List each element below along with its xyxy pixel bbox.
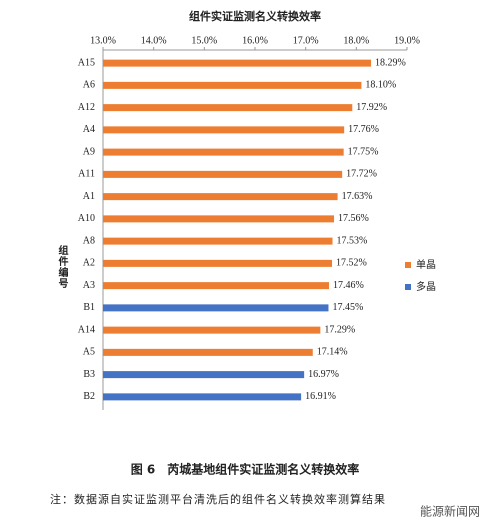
bar <box>103 104 353 112</box>
x-tick-label: 15.0% <box>191 35 217 46</box>
legend-swatch <box>405 262 411 268</box>
y-tick-label: A4 <box>83 124 95 135</box>
bar <box>103 59 372 67</box>
y-tick-label: A12 <box>78 102 95 113</box>
caption: 图 6 芮城基地组件实证监测名义转换效率 <box>131 462 360 477</box>
value-label: 18.29% <box>375 57 406 68</box>
bar <box>103 148 344 156</box>
y-tick-label: A2 <box>83 258 95 269</box>
watermark: 能源新闻网 <box>420 504 480 519</box>
bar <box>103 371 305 379</box>
chart-title: 组件实证监测名义转换效率 <box>189 9 321 23</box>
y-axis-label: 组件编号 <box>56 244 68 289</box>
y-tick-label: A9 <box>83 146 95 157</box>
bar <box>103 126 345 134</box>
legend-label: 多晶 <box>416 280 436 293</box>
y-tick-label: A10 <box>78 213 95 224</box>
value-label: 17.46% <box>333 280 364 291</box>
value-label: 17.53% <box>337 235 368 246</box>
x-tick-label: 16.0% <box>242 35 268 46</box>
value-label: 16.97% <box>308 369 339 380</box>
bar <box>103 193 338 201</box>
x-tick-label: 18.0% <box>343 35 369 46</box>
value-label: 17.92% <box>356 102 387 113</box>
value-label: 17.52% <box>336 258 367 269</box>
x-tick-label: 13.0% <box>90 35 116 46</box>
bar <box>103 326 321 334</box>
y-tick-label: B3 <box>83 369 95 380</box>
value-label: 17.63% <box>342 191 373 202</box>
x-tick-label: 17.0% <box>293 35 319 46</box>
bar <box>103 348 313 356</box>
y-tick-label: B2 <box>83 391 95 402</box>
value-label: 16.91% <box>305 391 336 402</box>
legend-swatch <box>405 284 411 290</box>
value-label: 17.72% <box>346 169 377 180</box>
y-tick-label: A8 <box>83 235 95 246</box>
y-tick-label: A15 <box>78 57 95 68</box>
value-label: 17.14% <box>317 347 348 358</box>
y-tick-label: A11 <box>78 169 95 180</box>
bar <box>103 237 333 245</box>
x-tick-label: 14.0% <box>141 35 167 46</box>
bar <box>103 304 329 312</box>
y-tick-label: A3 <box>83 280 95 291</box>
value-label: 18.10% <box>365 80 396 91</box>
value-label: 17.29% <box>324 324 355 335</box>
y-tick-label: B1 <box>83 302 95 313</box>
y-tick-label: A5 <box>83 347 95 358</box>
bar <box>103 81 362 89</box>
value-label: 17.76% <box>348 124 379 135</box>
note: 注：数据源自实证监测平台清洗后的组件名义转换效率测算结果 <box>50 492 386 506</box>
bar <box>103 215 335 223</box>
bar <box>103 393 302 401</box>
value-label: 17.56% <box>338 213 369 224</box>
bar <box>103 170 343 178</box>
value-label: 17.75% <box>348 146 379 157</box>
y-tick-label: A1 <box>83 191 95 202</box>
legend-label: 单晶 <box>416 259 436 271</box>
bar <box>103 282 329 290</box>
value-label: 17.45% <box>332 302 363 313</box>
bar <box>103 259 333 267</box>
y-tick-label: A14 <box>78 324 95 335</box>
y-tick-label: A6 <box>83 80 95 91</box>
x-tick-label: 19.0% <box>394 35 420 46</box>
